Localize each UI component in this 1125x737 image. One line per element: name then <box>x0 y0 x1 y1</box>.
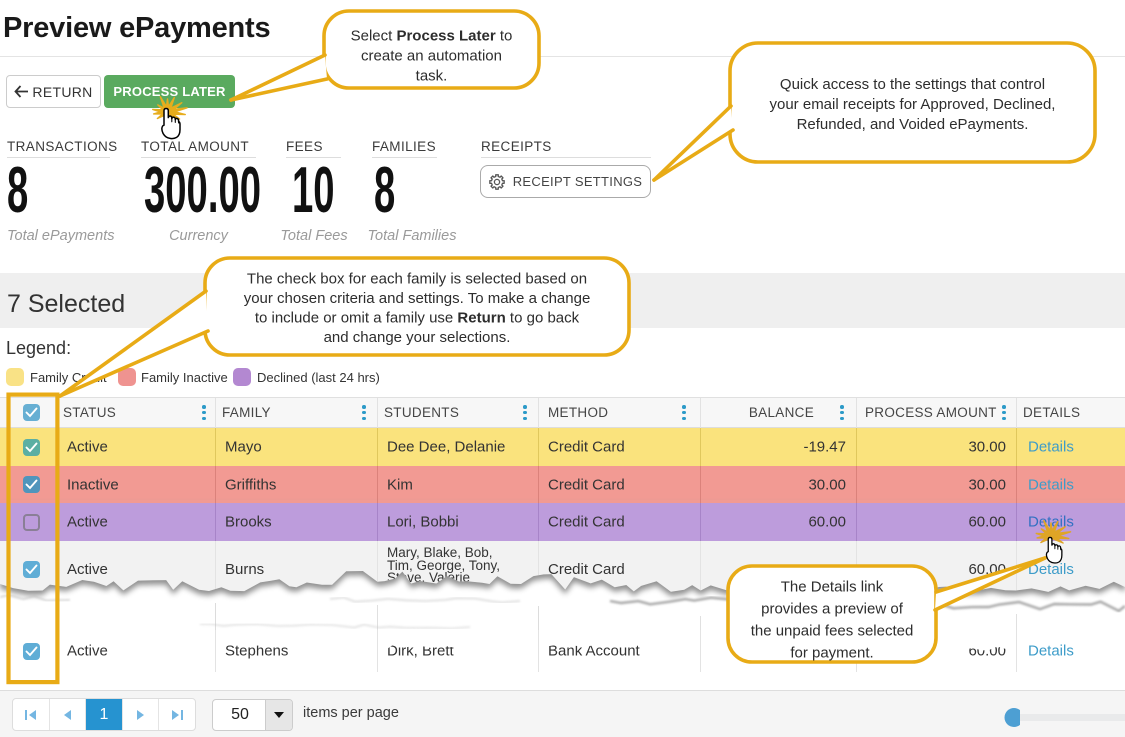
svg-text:Quick access to the settings t: Quick access to the settings that contro… <box>780 76 1045 93</box>
svg-text:task.: task. <box>416 67 448 84</box>
svg-text:and change your selections.: and change your selections. <box>324 329 511 346</box>
svg-text:provides a preview of: provides a preview of <box>761 600 904 617</box>
svg-text:Select Process Later to: Select Process Later to <box>351 27 513 44</box>
svg-text:Refunded, and Voided ePayments: Refunded, and Voided ePayments. <box>797 116 1029 133</box>
svg-text:your email receipts for Approv: your email receipts for Approved, Declin… <box>770 96 1056 113</box>
